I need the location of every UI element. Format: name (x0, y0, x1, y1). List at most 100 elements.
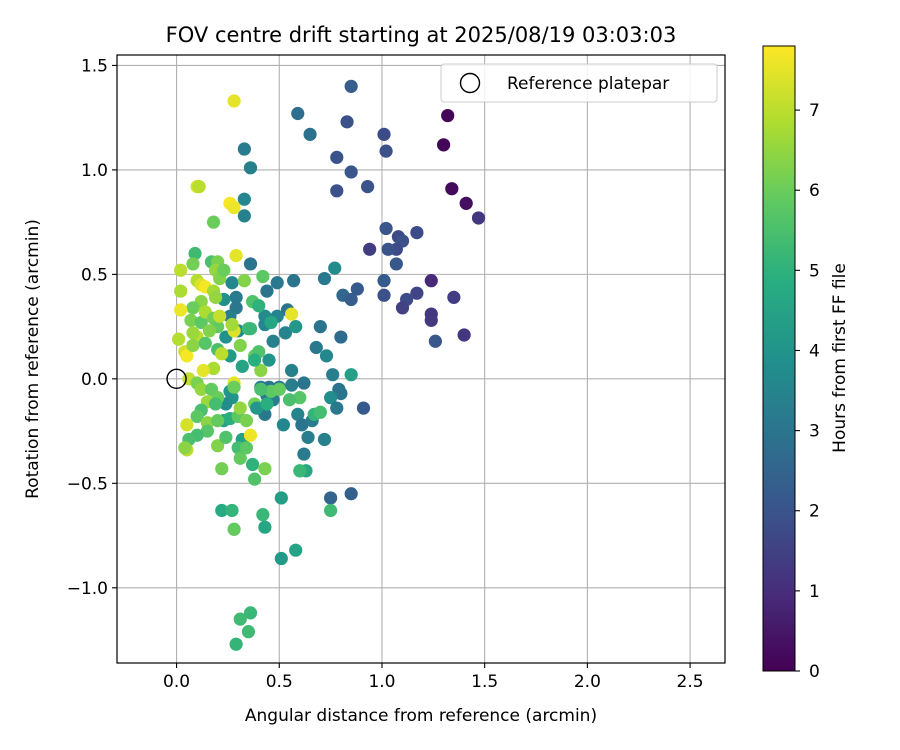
data-point (410, 286, 424, 300)
colorbar-tick-label: 0 (809, 662, 820, 682)
data-point (260, 397, 274, 411)
data-point (248, 353, 262, 367)
data-point (243, 257, 258, 271)
data-point (260, 284, 274, 298)
data-point (237, 274, 251, 288)
x-tick-label: 2.0 (574, 672, 601, 692)
data-point (227, 200, 241, 215)
data-point (184, 313, 198, 327)
data-point (225, 317, 239, 332)
data-point (313, 320, 327, 334)
data-point (200, 424, 214, 438)
data-point (229, 248, 243, 263)
data-point (202, 324, 217, 338)
data-point (344, 487, 358, 501)
data-point (284, 363, 299, 378)
data-point (319, 349, 334, 363)
data-point (313, 405, 327, 419)
colorbar-tick-label: 6 (809, 181, 820, 201)
legend-label-reference-platepar: Reference platepar (507, 74, 669, 94)
data-point (192, 180, 206, 194)
data-point (441, 108, 455, 123)
data-point (250, 401, 264, 415)
y-axis-ticks: 1.5 1.0 0.5 0.0 −0.5 −1.0 (67, 56, 117, 599)
data-point (243, 161, 258, 175)
data-point (270, 276, 284, 290)
data-point (237, 192, 251, 206)
data-point (363, 242, 377, 256)
data-point (239, 414, 254, 428)
data-point (239, 441, 254, 455)
data-point (233, 451, 247, 465)
data-point (243, 606, 258, 620)
data-point (219, 430, 233, 444)
data-point (186, 338, 200, 353)
data-point (217, 263, 231, 277)
data-point (186, 257, 200, 271)
data-point (233, 612, 247, 626)
data-point (317, 432, 332, 447)
data-point (381, 242, 395, 256)
y-tick-label: −0.5 (67, 474, 108, 494)
data-point (180, 349, 194, 363)
data-point (256, 508, 270, 522)
reference-marker-group (166, 368, 187, 390)
data-point (344, 79, 358, 93)
data-point (326, 368, 340, 382)
colorbar-tick-label: 4 (809, 341, 820, 361)
data-point (330, 184, 344, 198)
data-point (211, 439, 225, 453)
colorbar-tick-label: 5 (809, 261, 820, 281)
data-point (186, 301, 200, 315)
data-point (344, 292, 358, 307)
data-point (237, 209, 251, 223)
y-tick-label: 1.5 (81, 56, 108, 76)
data-point (293, 391, 307, 405)
data-point (340, 115, 354, 129)
data-point (264, 315, 278, 330)
data-point (172, 332, 186, 346)
data-point (457, 328, 471, 342)
data-point (328, 261, 342, 275)
data-point (215, 347, 229, 361)
data-point (227, 94, 241, 108)
data-point (297, 376, 311, 390)
y-tick-label: 1.0 (81, 161, 108, 181)
data-point (459, 196, 473, 210)
data-point (276, 418, 290, 432)
data-point (344, 165, 358, 179)
reference-platepar-marker (166, 368, 187, 390)
data-point (243, 428, 258, 442)
data-point (350, 282, 364, 296)
data-point (233, 401, 247, 415)
data-point (235, 359, 249, 373)
data-point (289, 320, 303, 334)
data-point (258, 462, 272, 476)
data-point (262, 353, 276, 367)
data-point (229, 290, 243, 304)
data-point (215, 462, 229, 476)
data-point (377, 274, 391, 288)
colorbar-tick-label: 7 (809, 101, 820, 121)
plot-frame (116, 54, 726, 664)
data-point (344, 368, 358, 382)
x-tick-label: 1.0 (368, 672, 395, 692)
data-point (395, 301, 410, 315)
data-point (436, 138, 451, 152)
data-point (215, 503, 229, 518)
data-point (424, 274, 438, 288)
data-point (188, 246, 202, 261)
data-point (379, 221, 393, 236)
data-point (471, 211, 486, 225)
y-tick-label: 0.0 (81, 370, 108, 390)
data-point (190, 409, 204, 424)
colorbar-tick-label: 3 (809, 422, 820, 442)
data-point (254, 382, 268, 396)
data-point (330, 150, 344, 164)
data-point (254, 363, 268, 378)
legend-marker-open-circle (459, 72, 481, 94)
data-point (225, 276, 239, 290)
data-point (334, 330, 348, 344)
data-point (198, 336, 212, 350)
colorbar: 0 1 2 3 4 5 6 7 Hours from first FF file (762, 45, 850, 682)
